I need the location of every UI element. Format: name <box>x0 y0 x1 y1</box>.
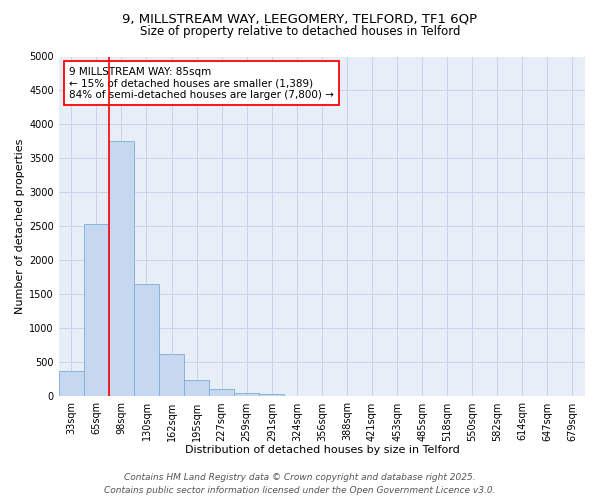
Text: 9 MILLSTREAM WAY: 85sqm
← 15% of detached houses are smaller (1,389)
84% of semi: 9 MILLSTREAM WAY: 85sqm ← 15% of detache… <box>70 66 334 100</box>
Text: Size of property relative to detached houses in Telford: Size of property relative to detached ho… <box>140 25 460 38</box>
Bar <box>109 142 134 396</box>
Bar <box>134 284 159 397</box>
Y-axis label: Number of detached properties: Number of detached properties <box>15 139 25 314</box>
Bar <box>184 380 209 396</box>
Text: 9, MILLSTREAM WAY, LEEGOMERY, TELFORD, TF1 6QP: 9, MILLSTREAM WAY, LEEGOMERY, TELFORD, T… <box>122 12 478 26</box>
Bar <box>59 370 84 396</box>
Bar <box>209 390 234 396</box>
Bar <box>84 224 109 396</box>
Bar <box>234 394 259 396</box>
Bar <box>159 354 184 397</box>
X-axis label: Distribution of detached houses by size in Telford: Distribution of detached houses by size … <box>185 445 459 455</box>
Bar <box>259 394 284 396</box>
Text: Contains HM Land Registry data © Crown copyright and database right 2025.
Contai: Contains HM Land Registry data © Crown c… <box>104 474 496 495</box>
